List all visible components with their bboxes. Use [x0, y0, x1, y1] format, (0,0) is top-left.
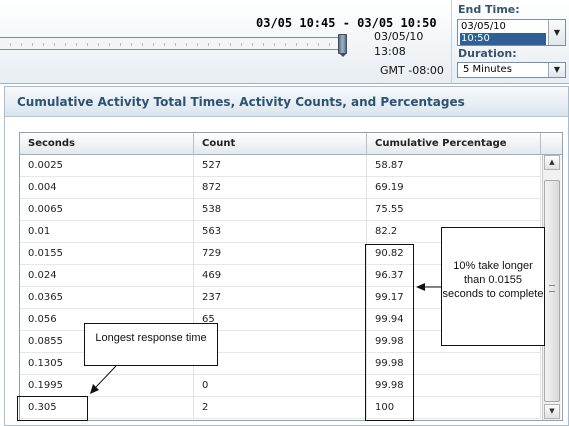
- percentage-highlight-box: [365, 244, 414, 421]
- timeline-track[interactable]: [0, 37, 345, 50]
- panel-header: Cumulative Activity Total Times, Activit…: [5, 87, 568, 117]
- panel-title: Cumulative Activity Total Times, Activit…: [17, 95, 465, 109]
- column-header-cumulative-percentage[interactable]: Cumulative Percentage: [367, 133, 541, 155]
- cell-cumulative-percentage: 58.87: [367, 155, 541, 177]
- end-time-label: End Time:: [458, 3, 520, 16]
- cell-count: [194, 331, 367, 353]
- chevron-down-icon: ▼: [554, 28, 560, 37]
- end-time-date: 03/05/10: [461, 21, 506, 32]
- cell-count: [194, 353, 367, 375]
- table-row[interactable]: 0.0025 527 58.87: [20, 155, 541, 177]
- end-time-picker[interactable]: 03/05/10 10:50 ▼: [457, 19, 566, 46]
- cursor-date: 03/05/10: [374, 30, 423, 43]
- cell-seconds: 0.0155: [20, 243, 194, 265]
- cell-seconds: 0.0025: [20, 155, 194, 177]
- cell-count: 469: [194, 265, 367, 287]
- end-time-time[interactable]: 10:50: [460, 33, 546, 45]
- duration-select[interactable]: 5 Minutes ▼: [457, 62, 566, 78]
- cell-count: 538: [194, 199, 367, 221]
- scroll-thumb[interactable]: [544, 180, 560, 402]
- cell-seconds: 0.0065: [20, 199, 194, 221]
- cell-cumulative-percentage: 75.55: [367, 199, 541, 221]
- slider-pointer-icon: [339, 53, 347, 57]
- cell-count: 563: [194, 221, 367, 243]
- scroll-down-button[interactable]: ▼: [544, 404, 560, 419]
- cell-count: 237: [194, 287, 367, 309]
- timezone-label: GMT -08:00: [380, 64, 444, 77]
- cell-count: 65: [194, 309, 367, 331]
- cell-seconds: 0.004: [20, 177, 194, 199]
- time-range-label: 03/05 10:45 - 03/05 10:50: [256, 16, 437, 30]
- cell-seconds: 0.024: [20, 265, 194, 287]
- cell-cumulative-percentage: 69.19: [367, 177, 541, 199]
- grip-icon: [549, 285, 555, 292]
- cell-seconds: 0.0365: [20, 287, 194, 309]
- table-row[interactable]: 0.004 872 69.19: [20, 177, 541, 199]
- longest-time-highlight-box: [17, 396, 88, 421]
- timeline-slider-handle[interactable]: [338, 34, 347, 54]
- cell-count: 0: [194, 375, 367, 397]
- duration-label: Duration:: [458, 47, 517, 60]
- cell-count: 2: [194, 397, 367, 419]
- scroll-up-button[interactable]: ▲: [544, 155, 560, 170]
- annotation-callout-longest: Longest response time: [84, 323, 218, 366]
- chevron-down-icon: ▼: [554, 65, 560, 74]
- cell-seconds: 0.01: [20, 221, 194, 243]
- cell-count: 729: [194, 243, 367, 265]
- column-header-count[interactable]: Count: [194, 133, 367, 155]
- duration-dropdown-button[interactable]: ▼: [548, 63, 565, 77]
- column-header-seconds[interactable]: Seconds: [20, 133, 194, 155]
- cell-count: 872: [194, 177, 367, 199]
- cursor-time: 13:08: [374, 45, 406, 58]
- end-time-dropdown-button[interactable]: ▼: [548, 20, 565, 45]
- grid-header: Seconds Count Cumulative Percentage: [20, 133, 563, 155]
- arrow-down-icon: ▼: [549, 407, 554, 415]
- arrow-up-icon: ▲: [549, 158, 554, 166]
- table-row[interactable]: 0.0065 538 75.55: [20, 199, 541, 221]
- table-row[interactable]: 0.305 2 100: [20, 397, 541, 419]
- cell-count: 527: [194, 155, 367, 177]
- time-range-bar: 03/05 10:45 - 03/05 10:50 03/05/10 13:08…: [0, 0, 569, 84]
- table-row[interactable]: 0.1995 0 99.98: [20, 375, 541, 397]
- cell-seconds: 0.1995: [20, 375, 194, 397]
- divider: [451, 0, 452, 84]
- annotation-callout-percentile: 10% take longer than 0.0155 seconds to c…: [441, 227, 545, 346]
- duration-value: 5 Minutes: [463, 64, 512, 75]
